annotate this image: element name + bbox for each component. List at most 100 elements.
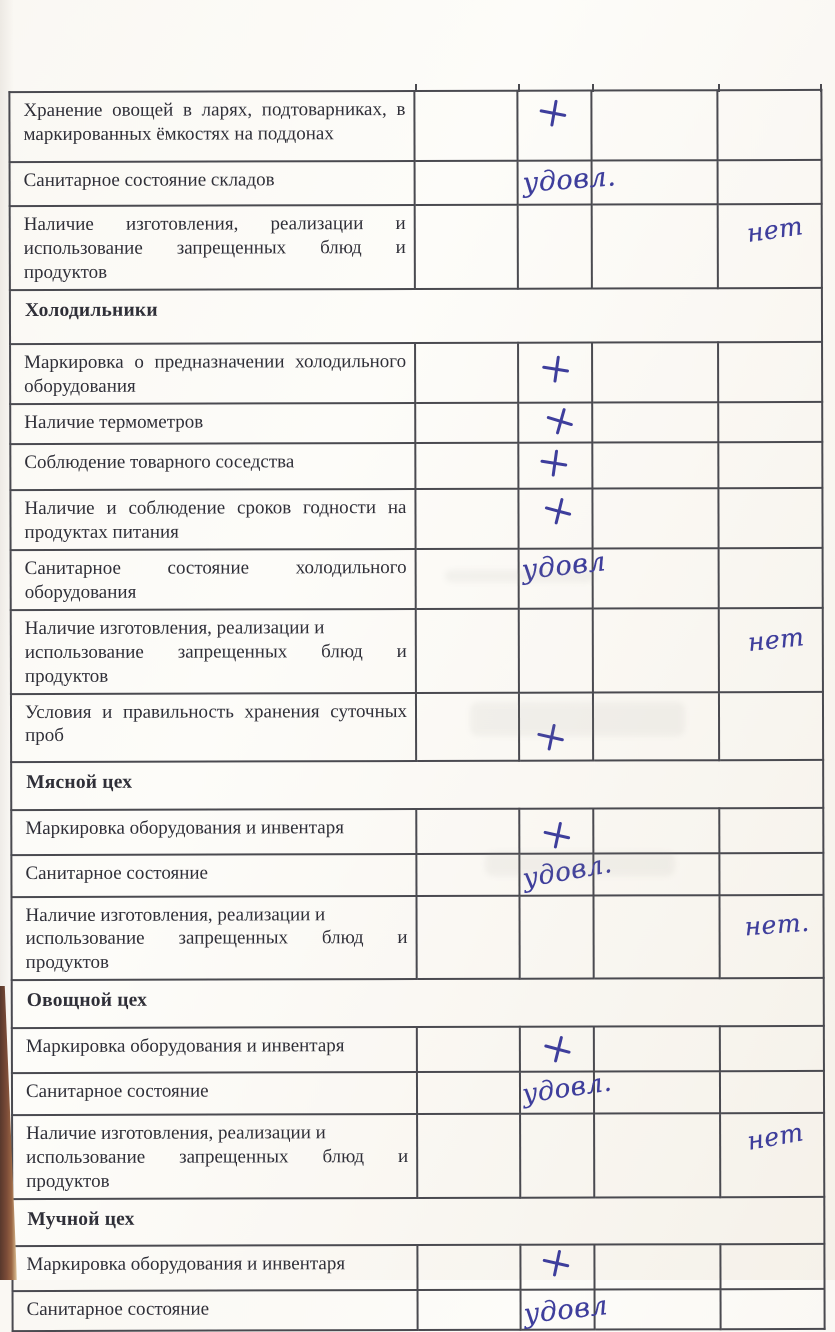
grid-cell [519,895,594,980]
handwritten-plus-mark [543,403,578,440]
row-label: Санитарное состояние [11,853,417,897]
grid-cell [414,204,518,289]
table-row: Санитарное состояние удовл. [11,1068,825,1116]
checklist-body: Хранение овощей в ларях, подтоварниках, … [9,89,825,1332]
grid-cell [416,1027,520,1073]
handwritten-plus-mark [541,353,572,386]
row-label: Соблюдение товарного соседства [10,442,416,490]
grid-cell: удовл. [519,1068,614,1115]
grid-cell [719,852,824,895]
table-row: Наличие изготовления, реализации и испол… [10,607,823,694]
grid-cell [415,442,519,489]
grid-cell [518,608,593,693]
grid-cell: нет [718,607,823,692]
row-label: Санитарное состояние [11,1072,418,1116]
grid-cell [519,808,594,854]
grid-cell [518,402,593,443]
grid-cell [594,1244,721,1290]
inspection-checklist-table: Хранение овощей в ларях, подтоварниках, … [8,89,825,1332]
row-label: Маркировка оборудования и инвентаря [11,808,417,855]
row-label: Хранение овощей в ларях, подтоварниках, … [9,91,415,163]
grid-cell [594,1113,721,1198]
grid-cell [718,547,823,608]
handwritten-plus-mark [541,1032,575,1068]
grid-cell [415,488,519,549]
grid-cell: удовл. [517,160,617,205]
section-row: Мясной цех [11,759,824,810]
grid-cell [592,548,719,609]
grid-cell: нет [720,1113,825,1198]
grid-cell [718,691,824,760]
section-row: Холодильники [9,287,823,344]
grid-cell [592,342,719,403]
grid-cell [520,1244,595,1290]
grid-cell [718,401,823,443]
grid-cell [592,488,719,549]
grid-cell: нет. [719,894,824,979]
handwritten-plus-mark [541,818,574,853]
grid-cell [717,89,822,161]
row-label: Наличие изготовления, реализации и испол… [12,1114,418,1200]
grid-cell: удовл [520,1289,609,1330]
column-line-stub [415,84,417,92]
table-row: Наличие термометров [10,401,823,444]
table-row: Наличие и соблюдение сроков годности на … [10,487,823,550]
grid-cell [591,90,718,161]
grid-cell [517,90,592,161]
grid-cell [415,608,519,693]
section-row: Овощной цех [11,978,824,1029]
section-title: Холодильники [9,287,823,344]
bleed-through-ghost-text [485,852,675,876]
row-label: Санитарное состояние складов [9,161,415,207]
grid-cell [416,808,520,854]
grid-cell [417,1114,521,1199]
grid-cell [718,441,823,489]
row-label: Маркировка о предназначении холодильного… [10,342,416,404]
grid-cell [720,1289,825,1330]
grid-cell [518,488,593,549]
table-row: Санитарное состояние холодильного оборуд… [10,546,823,610]
handwritten-plus-mark [539,447,570,480]
grid-cell [415,342,519,403]
grid-cell [414,160,518,206]
table-row: Соблюдение товарного соседства [10,441,823,490]
grid-cell [718,341,823,403]
grid-cell [592,402,719,443]
table-row: Маркировка о предназначении холодильного… [10,341,823,404]
grid-cell [593,1026,720,1072]
grid-cell [416,1072,521,1115]
handwritten-note: нет. [743,907,811,941]
row-label: Условия и правильность хранения суточных… [10,692,417,762]
grid-cell [518,442,593,489]
handwritten-note: нет [745,1117,806,1157]
handwritten-note: нет [746,621,806,657]
handwritten-note: удовл. [521,161,618,199]
grid-cell [519,1026,594,1073]
column-line-stub [718,84,720,92]
row-label: Наличие термометров [10,402,416,444]
bleed-through-ghost-text [470,702,685,736]
grid-cell [592,442,719,489]
table-row: Наличие изготовления, реализации и испол… [11,894,824,981]
section-title: Мучной цех [12,1197,825,1247]
row-label: Санитарное состояние холодильного оборуд… [10,548,416,610]
grid-cell [416,895,520,980]
section-title: Овощной цех [11,978,824,1029]
grid-cell [520,1113,595,1198]
row-label: Наличие изготовления, реализации и испол… [11,895,417,981]
table-row: Маркировка оборудования и инвентаря [11,1026,824,1074]
handwritten-plus-mark [537,97,569,131]
table-row: Наличие изготовления, реализации и испол… [12,1113,825,1200]
grid-cell [717,159,822,205]
column-line-stub [820,84,822,92]
table-row: Маркировка оборудования и инвентаря [12,1244,825,1292]
grid-cell [517,204,592,289]
table-row: Условия и правильность хранения суточных… [10,691,824,762]
row-label: Наличие изготовления, реализации и испол… [9,205,415,290]
grid-cell [719,807,824,853]
grid-cell: нет [717,203,822,289]
column-line-stub [592,84,594,92]
grid-cell [719,1071,825,1114]
grid-cell [414,90,518,162]
scanned-paper-sheet: Хранение овощей в ларях, подтоварниках, … [0,0,835,1280]
